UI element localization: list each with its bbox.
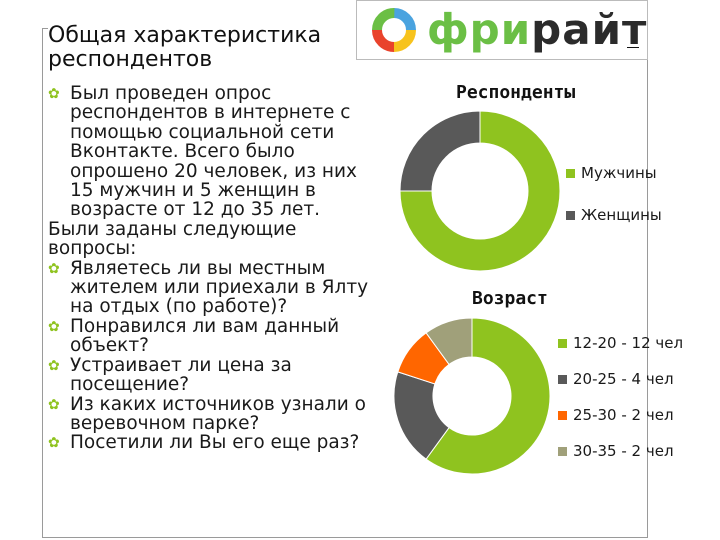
questions-header: Были заданы следующие вопросы: xyxy=(48,218,404,260)
question-line: посещение? xyxy=(70,374,190,396)
title-line-2: респондентов xyxy=(48,47,213,72)
donut-chart-age xyxy=(393,317,551,475)
respondents-slice-1 xyxy=(399,110,561,272)
body-text: ✿ Был проведен опрос респондентов в инте… xyxy=(48,84,404,453)
age-slice-1 xyxy=(425,317,551,475)
question-line: Понравился ли вам данный xyxy=(70,315,340,337)
logo-text-green: фри xyxy=(427,5,532,54)
question-line: объект? xyxy=(70,335,149,357)
intro-bullet: ✿ Был проведен опрос респондентов в инте… xyxy=(48,84,404,220)
intro-line: Вконтакте. Всего было xyxy=(70,141,295,163)
bullet-icon: ✿ xyxy=(48,435,60,452)
questions-header-line: Были заданы следующие xyxy=(48,218,297,240)
legend-item-age-4: 30-35 - 2 чел xyxy=(558,442,674,460)
bullet-icon: ✿ xyxy=(48,357,60,374)
legend-swatch xyxy=(566,211,575,220)
legend-item-age-1: 12-20 - 12 чел xyxy=(558,334,683,352)
chart-title-age: Возраст xyxy=(472,288,548,309)
question-line: Из каких источников узнали о xyxy=(70,393,366,415)
question-line: веревочном парке? xyxy=(70,412,260,434)
legend-label: 25-30 - 2 чел xyxy=(573,406,674,424)
slide-title: Общая характеристика респондентов xyxy=(48,24,382,72)
donut-chart-respondents xyxy=(399,110,561,272)
intro-line: опрошено 20 человек, из них xyxy=(70,160,357,182)
questions-header-line: вопросы: xyxy=(48,238,137,260)
slide-frame xyxy=(42,28,648,538)
bullet-icon: ✿ xyxy=(48,396,60,413)
logo-underline xyxy=(627,47,639,48)
legend-label: 12-20 - 12 чел xyxy=(573,334,684,352)
legend-label: Женщины xyxy=(581,206,662,224)
intro-line: Был проведен опрос xyxy=(70,83,272,104)
question-1: ✿ Являетесь ли вы местным жителем или пр… xyxy=(48,257,404,318)
bullet-icon: ✿ xyxy=(48,260,60,277)
legend-item-women: Женщины xyxy=(566,206,662,224)
legend-label: 30-35 - 2 чел xyxy=(573,442,674,460)
intro-line: респондентов в интернете с xyxy=(70,102,351,124)
chart-title-respondents: Респонденты xyxy=(456,82,576,103)
question-2: ✿ Понравился ли вам данный объект? xyxy=(48,315,404,357)
respondents-slice-2 xyxy=(399,110,481,192)
legend-label: Мужчины xyxy=(581,164,657,182)
title-line-1: Общая характеристика xyxy=(48,23,322,48)
question-3: ✿ Устраивает ли цена за посещение? xyxy=(48,354,404,396)
question-4: ✿ Из каких источников узнали о веревочно… xyxy=(48,393,404,434)
question-line: жителем или приехали в Ялту xyxy=(70,277,369,299)
logo: фрирайт xyxy=(356,0,648,60)
logo-text-dark: райт xyxy=(531,5,648,54)
bullet-icon: ✿ xyxy=(48,86,60,102)
legend-swatch xyxy=(566,169,575,178)
intro-line: 15 мужчин и 5 женщин в xyxy=(70,180,316,202)
question-line: Являетесь ли вы местным xyxy=(70,257,326,279)
legend-swatch xyxy=(558,339,567,348)
intro-line: возрасте от 12 до 35 лет. xyxy=(70,199,321,221)
question-line: Посетили ли Вы его еще раз? xyxy=(70,432,360,454)
legend-swatch xyxy=(558,375,567,384)
legend-item-age-2: 20-25 - 4 чел xyxy=(558,370,674,388)
legend-label: 20-25 - 4 чел xyxy=(573,370,674,388)
question-line: на отдых (по работе)? xyxy=(70,296,288,318)
legend-item-men: Мужчины xyxy=(566,164,657,182)
legend-swatch xyxy=(558,447,567,456)
bullet-icon: ✿ xyxy=(48,318,60,335)
logo-wordmark: фрирайт xyxy=(427,5,647,55)
question-line: Устраивает ли цена за xyxy=(70,354,292,376)
legend-swatch xyxy=(558,411,567,420)
ring-logo-icon xyxy=(372,8,416,52)
age-slice-4 xyxy=(425,317,473,366)
question-5: ✿ Посетили ли Вы его еще раз? xyxy=(48,432,404,454)
intro-line: помощью социальной сети xyxy=(70,121,335,143)
legend-item-age-3: 25-30 - 2 чел xyxy=(558,406,674,424)
